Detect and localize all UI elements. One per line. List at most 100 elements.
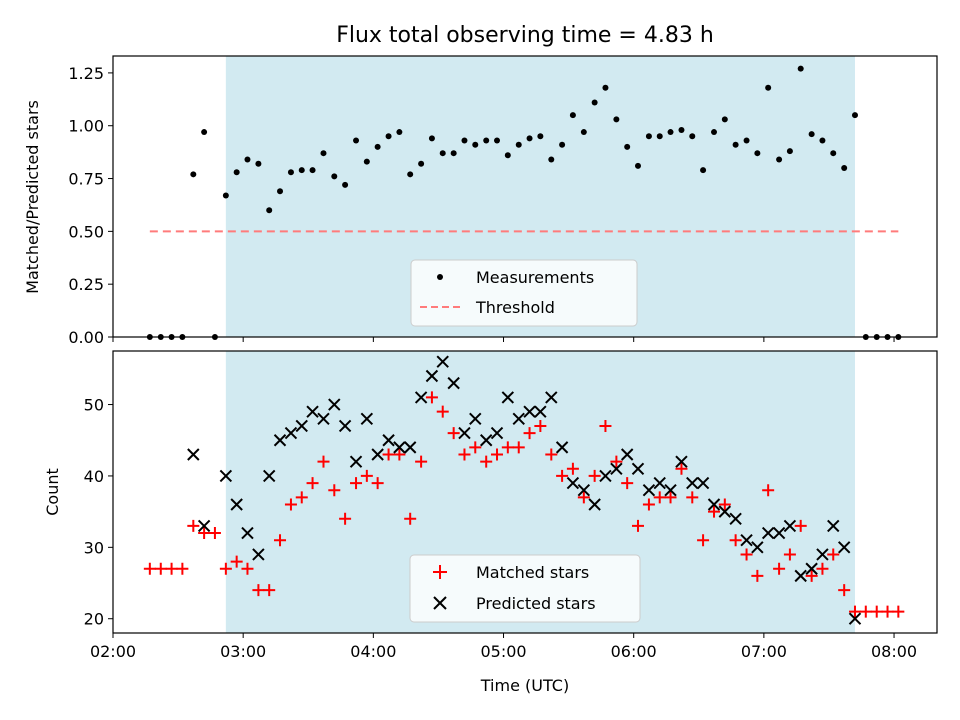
matched-star-point [252,584,265,597]
bottom-y-tick-label: 50 [84,396,104,415]
top-y-tick-label: 1.00 [68,117,104,136]
top-legend-measurements-label: Measurements [476,268,594,287]
predicted-star-point [338,419,352,433]
measurement-point [743,137,750,144]
bottom-plot-marks [143,355,905,625]
predicted-star-point [197,519,211,533]
chart-title: Flux total observing time = 4.83 h [336,23,714,48]
x-tick-label: 05:00 [480,642,526,661]
matched-star-point [599,419,612,432]
measurement-point [244,156,251,163]
matched-star-point [512,441,525,454]
matched-star-point [566,462,579,475]
predicted-star-point [761,526,775,540]
predicted-star-point [490,426,504,440]
predicted-star-point [306,405,319,418]
top-plot-frame [112,55,938,338]
predicted-star-point [469,412,482,426]
predicted-star-point [219,469,233,483]
matched-star-point [859,605,872,618]
measurement-point [385,133,392,140]
matched-star-point [165,562,178,575]
matched-star-point [556,469,569,482]
measurement-point [342,181,349,188]
predicted-star-point [230,498,243,511]
matched-star-point [393,448,406,461]
measurement-point [732,141,739,148]
bottom-x-ticks: 02:00 03:00 04:00 05:00 06:00 07:00 08:00 [90,633,917,661]
measurement-point [613,116,620,123]
measurement-point [190,171,197,178]
top-legend-measurements-marker [437,274,443,280]
matched-star-point [208,527,221,540]
predicted-star-point [729,512,742,525]
measurement-point [428,135,435,142]
predicted-star-point [480,434,493,447]
predicted-star-point [718,505,732,518]
predicted-star-point [805,562,818,575]
predicted-star-point [328,398,341,411]
matched-star-point [284,498,297,511]
matched-star-point [686,491,699,504]
measurement-point [808,131,815,138]
predicted-star-point [273,434,287,447]
predicted-star-point [414,391,428,404]
matched-star-point [577,491,590,504]
matched-star-point [642,498,655,511]
matched-star-point [263,584,276,597]
measurement-point [841,164,848,171]
predicted-star-point [458,426,471,440]
bottom-legend: Matched stars Predicted stars [409,554,641,623]
matched-star-point [523,427,536,440]
measurement-point [450,150,457,157]
predicted-star-point [577,484,591,497]
predicted-star-point [772,526,786,540]
top-y-tick-label: 0.25 [68,275,104,294]
matched-star-point [838,584,851,597]
matched-star-point [415,455,428,468]
matched-star-point [404,512,417,525]
top-y-tick-label: 1.25 [68,64,104,83]
predicted-star-point [187,448,200,461]
measurement-point [591,99,598,106]
matched-star-point [219,562,232,575]
matched-star-point [675,462,688,475]
measurement-point [320,150,327,157]
measurement-point [494,137,501,144]
x-tick-label: 02:00 [90,642,136,661]
top-legend-threshold-label: Threshold [475,298,555,317]
top-x-ticks [112,337,895,342]
matched-star-point [328,484,341,497]
measurement-point [418,160,425,167]
matched-star-point [794,519,807,532]
measurement-point [548,156,555,163]
predicted-star-point [566,476,580,490]
matched-star-point [371,477,384,490]
top-legend-box [410,259,638,327]
bottom-y-tick-label: 20 [84,610,104,629]
matched-star-point [816,562,829,575]
matched-star-point [827,548,840,561]
matched-star-point [783,548,796,561]
predicted-star-point [545,391,558,404]
measurement-point [678,126,685,133]
bottom-y-tick-label: 30 [84,538,104,557]
matched-star-point [154,562,167,575]
predicted-star-point [740,533,753,547]
matched-star-point [425,391,438,404]
matched-star-point [621,477,634,490]
matched-star-point [295,491,308,504]
predicted-star-point [610,462,623,476]
ratio-panel: 0.00 0.25 0.50 0.75 1.00 1.25 Matched/Predict… [23,55,938,347]
measurement-point [797,65,804,72]
measurement-point [851,112,858,119]
matched-star-point [762,484,775,497]
matched-star-point [350,477,363,490]
measurement-point [711,129,718,136]
matched-star-point [805,569,818,582]
predicted-star-point [794,569,807,583]
matched-star-point [274,534,287,547]
top-y-axis-label: Matched/Predicted stars [23,100,42,294]
measurement-point [754,150,761,157]
matched-star-point [610,455,623,468]
